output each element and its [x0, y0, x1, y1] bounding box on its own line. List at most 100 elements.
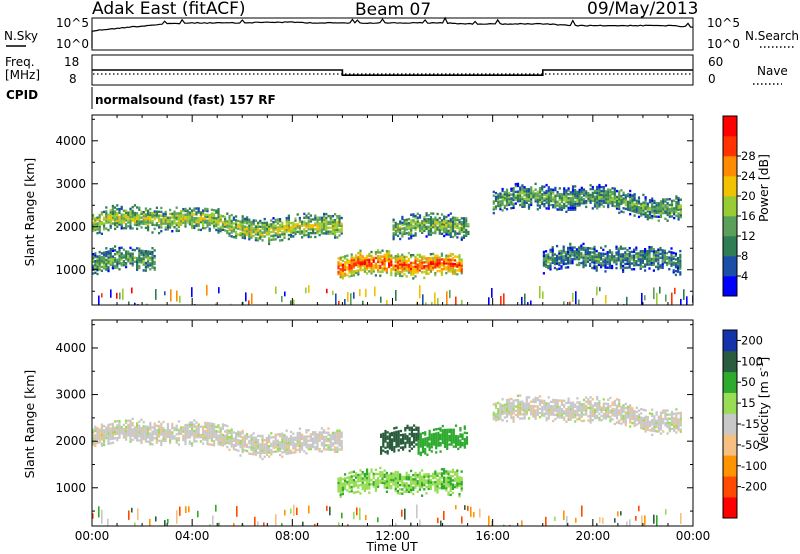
heatmap-cell — [545, 255, 548, 259]
heatmap-cell — [410, 234, 413, 238]
heatmap-cell — [276, 220, 279, 223]
heatmap-cell — [94, 425, 97, 429]
heatmap-cell — [307, 220, 310, 223]
heatmap-cell — [98, 262, 101, 265]
heatmap-cell — [142, 435, 145, 439]
heatmap-cell — [318, 218, 321, 221]
heatmap-cell — [538, 194, 542, 198]
heatmap-cell — [399, 263, 402, 266]
heatmap-cell — [650, 257, 653, 261]
heatmap-cell — [622, 247, 625, 250]
heatmap-cell — [519, 186, 522, 189]
heatmap-cell — [659, 209, 663, 213]
heatmap-cell — [449, 489, 452, 492]
heatmap-cell — [177, 221, 180, 225]
heatmap-cell — [120, 430, 123, 433]
heatmap-cell — [344, 261, 347, 264]
heatmap-cell — [593, 205, 597, 208]
heatmap-cell — [162, 212, 165, 216]
heatmap-cell — [562, 259, 565, 262]
heatmap-cell — [131, 434, 134, 437]
heatmap-cell — [384, 450, 387, 454]
heatmap-cell — [142, 269, 145, 272]
heatmap-cell — [193, 423, 196, 426]
heatmap-cell — [523, 197, 526, 201]
heatmap-cell — [525, 197, 528, 201]
heatmap-cell — [597, 259, 600, 263]
heatmap-cell — [263, 439, 266, 442]
heatmap-cell — [562, 247, 565, 250]
heatmap-cell — [458, 263, 461, 267]
heatmap-cell — [272, 446, 275, 449]
heatmap-cell — [677, 206, 680, 209]
heatmap-cell — [276, 228, 279, 231]
heatmap-cell — [556, 244, 559, 248]
heatmap-cell — [451, 256, 454, 260]
nave-tick-bottom: 0 — [708, 72, 716, 86]
heatmap-cell — [287, 220, 290, 223]
heatmap-cell — [241, 226, 244, 230]
heatmap-cell — [103, 424, 106, 428]
heatmap-cell — [386, 435, 389, 438]
heatmap-cell — [408, 432, 411, 436]
heatmap-cell — [421, 481, 424, 485]
heatmap-cell — [412, 254, 415, 257]
heatmap-cell — [138, 433, 141, 436]
heatmap-cell — [608, 255, 611, 258]
heatmap-cell — [417, 452, 420, 455]
heatmap-cell — [188, 429, 191, 433]
heatmap-cell — [394, 227, 397, 230]
heatmap-cell — [215, 224, 218, 228]
heatmap-cell — [109, 250, 112, 253]
heatmap-cell — [646, 202, 649, 205]
heatmap-cell — [397, 440, 400, 444]
heatmap-cell — [116, 217, 119, 221]
heatmap-cell — [140, 261, 143, 264]
heatmap-cell — [171, 433, 174, 436]
heatmap-cell — [353, 292, 355, 299]
heatmap-cell — [445, 472, 448, 475]
heatmap-cell — [338, 444, 341, 447]
heatmap-cell — [428, 444, 431, 447]
heatmap-cell — [217, 430, 220, 433]
heatmap-cell — [210, 426, 213, 430]
heatmap-cell — [188, 213, 191, 216]
heatmap-cell — [122, 264, 125, 267]
heatmap-cell — [434, 483, 437, 486]
heatmap-cell — [197, 211, 200, 214]
heatmap-cell — [381, 268, 384, 272]
heatmap-cell — [651, 214, 654, 218]
heatmap-cell — [133, 211, 136, 215]
heatmap-cell — [414, 473, 417, 477]
heatmap-cell — [379, 260, 382, 264]
heatmap-cell — [602, 260, 605, 263]
heatmap-cell — [272, 217, 275, 220]
heatmap-cell — [217, 229, 220, 232]
heatmap-cell — [226, 229, 229, 233]
heatmap-cell — [191, 423, 194, 426]
heatmap-cell — [224, 217, 227, 220]
heatmap-cell — [613, 261, 616, 264]
heatmap-cell — [352, 479, 355, 482]
heatmap-cell — [325, 228, 328, 231]
heatmap-cell — [449, 270, 452, 273]
heatmap-cell — [202, 427, 205, 431]
heatmap-cell — [142, 218, 145, 222]
heatmap-cell — [336, 220, 339, 224]
heatmap-cell — [377, 256, 380, 260]
heatmap-cell — [217, 434, 220, 437]
heatmap-cell — [383, 473, 386, 476]
heatmap-cell — [607, 198, 610, 201]
heatmap-cell — [488, 297, 490, 305]
heatmap-cell — [94, 271, 97, 274]
heatmap-cell — [195, 211, 198, 214]
heatmap-cell — [460, 270, 463, 273]
heatmap-cell — [456, 261, 459, 264]
heatmap-cell — [637, 263, 640, 267]
heatmap-cell — [171, 435, 174, 438]
heatmap-cell — [337, 270, 340, 274]
heatmap-cell — [399, 473, 402, 476]
heatmap-cell — [270, 453, 273, 456]
heatmap-cell — [640, 212, 643, 215]
heatmap-cell — [173, 218, 176, 221]
